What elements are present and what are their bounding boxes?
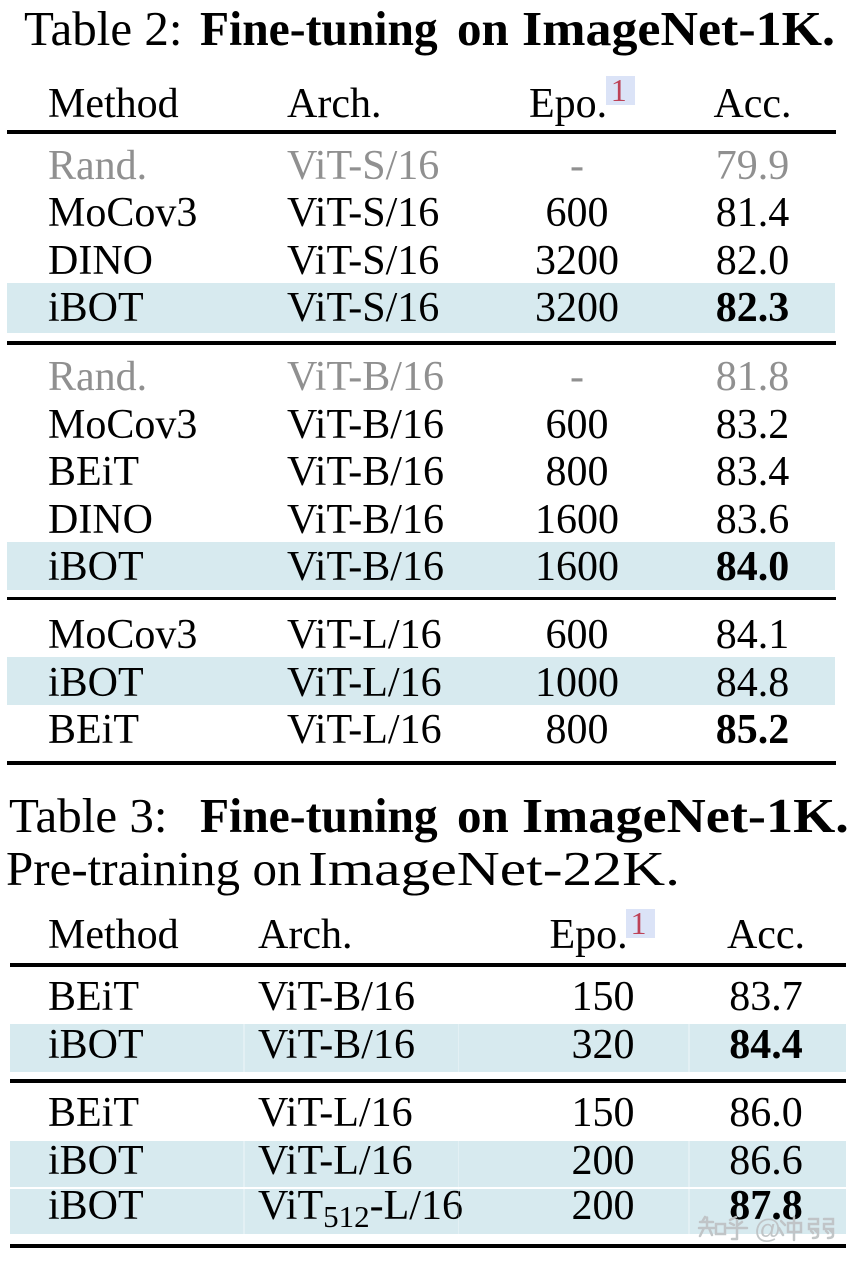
svg-text:@: @ xyxy=(754,1214,781,1244)
